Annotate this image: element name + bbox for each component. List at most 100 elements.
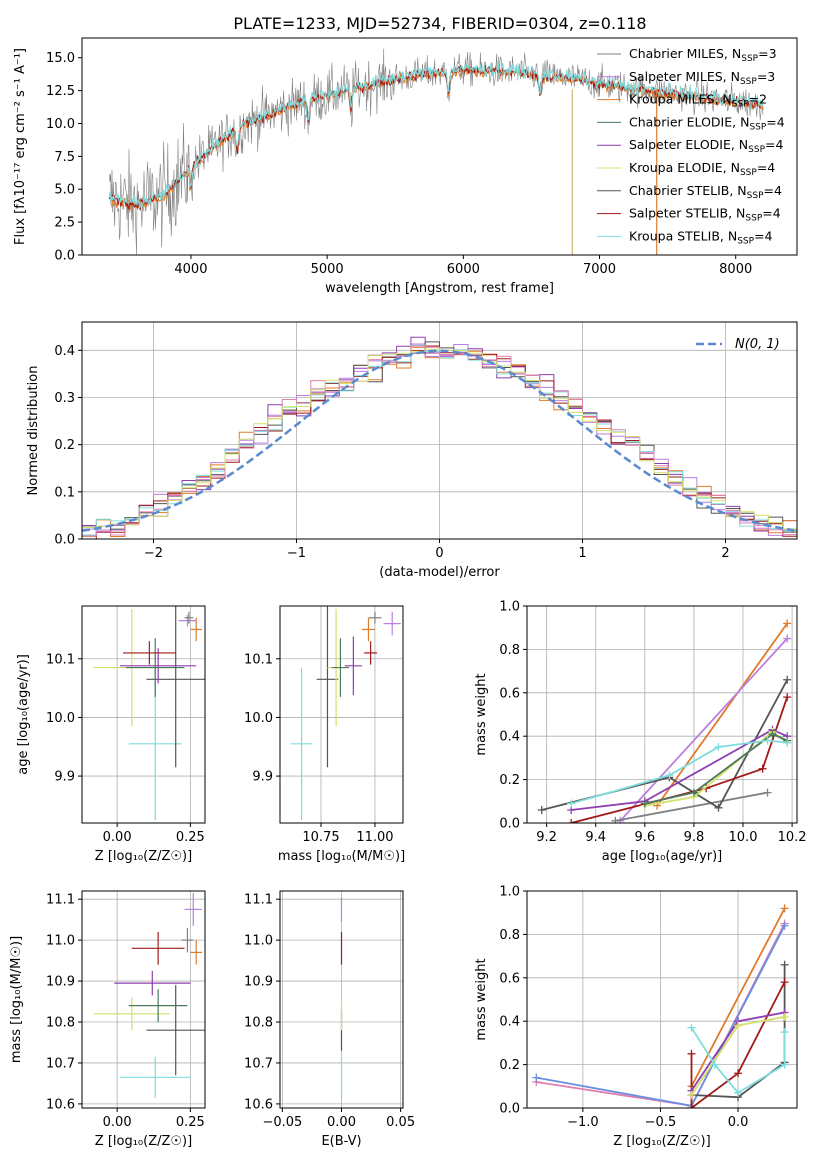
y-axis-label: age [log₁₀(age/yr)] — [16, 654, 31, 775]
y-tick-label: 9.9 — [54, 770, 75, 785]
errorbar-point — [316, 606, 339, 768]
x-axis-label: mass [log₁₀(M/M☉)] — [278, 849, 405, 864]
normal-curve — [82, 349, 795, 532]
weight-marker — [665, 771, 674, 780]
mass_vs_ebv-panel: −0.05 0.00 0.05 10.6 10.7 10.8 10.9 11.0 11.1 E(B… — [244, 890, 415, 1149]
residuals-panel: −2 −1 0 1 2 0.0 0.1 0.2 0.3 0.4 (data-model)/error… — [26, 321, 798, 580]
y-tick-label: 10.6 — [46, 1097, 75, 1112]
weight_vs_age-frame — [526, 605, 798, 824]
y-tick-label: 1.0 — [499, 600, 520, 615]
legend-label: Chabrier ELODIE, NSSP=4 — [629, 114, 785, 132]
y-tick-label: 11.1 — [244, 893, 273, 908]
errorbar-point — [125, 638, 185, 697]
x-tick-label: 0.25 — [176, 830, 205, 845]
weight-marker — [780, 1060, 789, 1069]
weight-series-line — [644, 732, 788, 805]
y-tick-label: 10.8 — [244, 1016, 273, 1031]
age_vs_Z-frame — [81, 605, 206, 824]
y-tick-label: 11.0 — [244, 934, 273, 949]
x-tick-label: 9.4 — [585, 830, 606, 845]
y-tick-label: 0.6 — [499, 686, 520, 701]
x-tick-label: 1 — [578, 546, 586, 561]
x-tick-label: 8000 — [719, 262, 752, 277]
x-tick-label: −2 — [144, 546, 163, 561]
weight-series-line — [690, 907, 786, 1087]
errorbar-point — [114, 970, 191, 996]
weight-marker — [780, 1012, 789, 1021]
weight-marker — [780, 904, 789, 913]
errorbar-point — [190, 940, 203, 965]
legend-label: Kroupa STELIB, NSSP=4 — [629, 228, 773, 246]
weight-marker — [687, 1090, 696, 1099]
weight-marker — [567, 819, 576, 823]
weight-marker — [780, 921, 789, 930]
age_vs_mass-frame — [279, 605, 404, 824]
x-tick-label: 4000 — [174, 262, 207, 277]
weight-series-line — [690, 981, 786, 1108]
errorbar-point — [344, 636, 362, 696]
weight-marker — [780, 1028, 789, 1037]
x-axis-label: age [log₁₀(age/yr)] — [602, 849, 723, 864]
weight-marker — [783, 634, 792, 643]
weight-marker — [780, 960, 789, 969]
legend-label: Salpeter STELIB, NSSP=4 — [629, 206, 781, 224]
weight-marker — [710, 1060, 719, 1069]
y-tick-label: 5.0 — [54, 183, 75, 198]
x-axis-label: Z [log₁₀(Z/Z☉)] — [95, 849, 192, 864]
x-tick-label: 0.0 — [728, 1115, 749, 1130]
errorbar-point — [184, 611, 194, 624]
errorbar-point — [120, 648, 197, 684]
errorbar-point — [93, 997, 170, 1031]
spectrum-panel: 4000 5000 6000 7000 8000 0.0 2.5 5.0 7.5 10.0 12.5… — [13, 37, 798, 296]
y-tick-label: 10.1 — [244, 652, 273, 667]
legend-label: Salpeter MILES, NSSP=3 — [629, 69, 775, 87]
y-tick-label: 0.4 — [499, 730, 520, 745]
weight-marker — [611, 816, 620, 823]
errorbar-point — [184, 893, 203, 926]
y-tick-label: 10.9 — [46, 975, 75, 990]
y-tick-label: 0.1 — [54, 485, 75, 500]
spectrum-model-line — [108, 65, 764, 212]
x-tick-label: 6000 — [447, 262, 480, 277]
weight-marker — [780, 978, 789, 987]
weight-marker — [714, 803, 723, 812]
figure-title: PLATE=1233, MJD=52734, FIBERID=0304, z=0… — [233, 14, 646, 33]
y-axis-label: Normed distribution — [26, 366, 41, 496]
errorbar-point — [331, 638, 350, 697]
y-tick-label: 11.1 — [46, 893, 75, 908]
x-axis-label: Z [log₁₀(Z/Z☉)] — [613, 1134, 710, 1149]
weight-marker — [687, 1049, 696, 1058]
errorbar-point — [131, 931, 185, 965]
y-tick-label: 0.0 — [499, 1102, 520, 1117]
weight-marker — [783, 675, 792, 684]
errorbar-point — [120, 1056, 191, 1098]
y-tick-label: 0.8 — [499, 928, 520, 943]
errorbar-point — [181, 927, 194, 953]
weight-marker — [783, 738, 792, 747]
y-tick-label: 0.8 — [499, 643, 520, 658]
weight-series-line — [570, 696, 789, 823]
y-tick-label: 0.4 — [54, 344, 75, 359]
errorbar-point — [146, 985, 205, 1076]
y-tick-label: 15.0 — [46, 51, 75, 66]
age_vs_Z-panel: 0.00 0.25 9.9 10.0 10.1 Z [log₁₀(Z/Z☉)] age [l… — [16, 605, 206, 864]
y-tick-label: 9.9 — [252, 770, 273, 785]
x-tick-label: 0.05 — [386, 1115, 415, 1130]
weight_vs_age-panel: 9.2 9.4 9.6 9.8 10.0 10.2 0.0 0.2 0.4 0.6 0.8 1.0 ag… — [474, 600, 807, 865]
weight_vs_Z-panel: −1.0 −0.5 0.0 0.0 0.2 0.4 0.6 0.8 1.0 Z [log₁₀(Z/… — [474, 885, 798, 1149]
errorbar-point — [146, 606, 205, 768]
y-axis-label: mass weight — [474, 958, 489, 1040]
weight-series-line — [619, 637, 788, 822]
legend-label: N(0, 1) — [735, 337, 780, 352]
y-tick-label: 0.3 — [54, 391, 75, 406]
y-tick-label: 0.2 — [499, 773, 520, 788]
weight-series-line — [615, 791, 768, 822]
y-tick-label: 10.8 — [46, 1016, 75, 1031]
y-tick-label: 10.7 — [46, 1056, 75, 1071]
legend-label: Chabrier STELIB, NSSP=4 — [629, 183, 782, 201]
weight-marker — [758, 764, 767, 773]
weight-marker — [687, 1023, 696, 1032]
weight_vs_Z-frame — [526, 890, 798, 1109]
errorbar-point — [128, 989, 188, 1023]
